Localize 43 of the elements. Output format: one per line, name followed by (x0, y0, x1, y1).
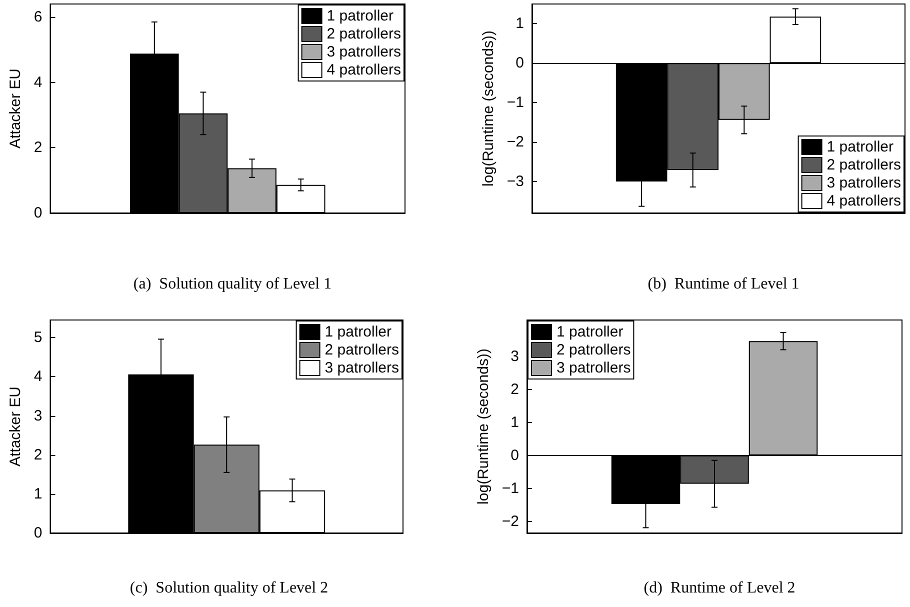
y-tick-label: 1 (510, 414, 519, 431)
y-tick-label: 5 (34, 329, 42, 346)
y-tick-label: 4 (34, 74, 42, 91)
legend-label: 3 patrollers (826, 174, 901, 192)
legend-label: 1 patroller (826, 138, 894, 156)
legend-label: 1 patroller (326, 8, 394, 24)
y-tick-label: 2 (34, 139, 42, 156)
y-tick-label: −2 (506, 134, 524, 151)
legend-label: 4 patrollers (826, 192, 901, 210)
y-tick-label: −1 (506, 94, 524, 112)
y-tick-label: 2 (510, 380, 519, 398)
text: (d) Runtime of Level 2 (644, 580, 796, 596)
y-tick-label: 4 (34, 368, 42, 386)
legend-label: 3 patrollers (556, 360, 631, 376)
y-tick-label: 0 (510, 446, 519, 464)
y-tick-label: 6 (34, 8, 42, 26)
y-axis-title: Attacker EU (7, 68, 24, 149)
legend-label: 3 patrollers (326, 44, 401, 60)
y-tick-label: −2 (502, 512, 519, 530)
legend-label: 1 patroller (324, 324, 392, 340)
y-tick-label: 3 (34, 407, 42, 424)
legend-label: 3 patrollers (324, 360, 399, 376)
y-tick-label: 0 (34, 204, 42, 222)
text: (c) Solution quality of Level 2 (130, 580, 328, 596)
y-axis-title: log(Runtime (seconds)) (480, 30, 497, 186)
text: (b) Runtime of Level 1 (648, 276, 800, 292)
legend-label: 2 patrollers (326, 26, 401, 42)
y-tick-label: 2 (34, 446, 42, 464)
legend-label: 2 patrollers (324, 342, 399, 358)
y-tick-label: 3 (510, 348, 519, 365)
y-tick-label: 0 (34, 524, 42, 542)
text: (a) Solution quality of Level 1 (133, 276, 332, 292)
legend-label: 2 patrollers (826, 156, 901, 174)
y-tick-label: 1 (516, 15, 524, 32)
y-tick-label: 0 (516, 54, 524, 72)
y-axis-title: Attacker EU (7, 386, 24, 467)
y-tick-label: −1 (502, 480, 519, 497)
legend-label: 2 patrollers (556, 342, 631, 358)
legend-label: 4 patrollers (326, 62, 401, 78)
y-tick-label: −3 (506, 172, 524, 190)
y-axis-title: log(Runtime (seconds)) (475, 348, 492, 504)
legend-label: 1 patroller (556, 324, 624, 340)
y-tick-label: 1 (34, 485, 42, 502)
